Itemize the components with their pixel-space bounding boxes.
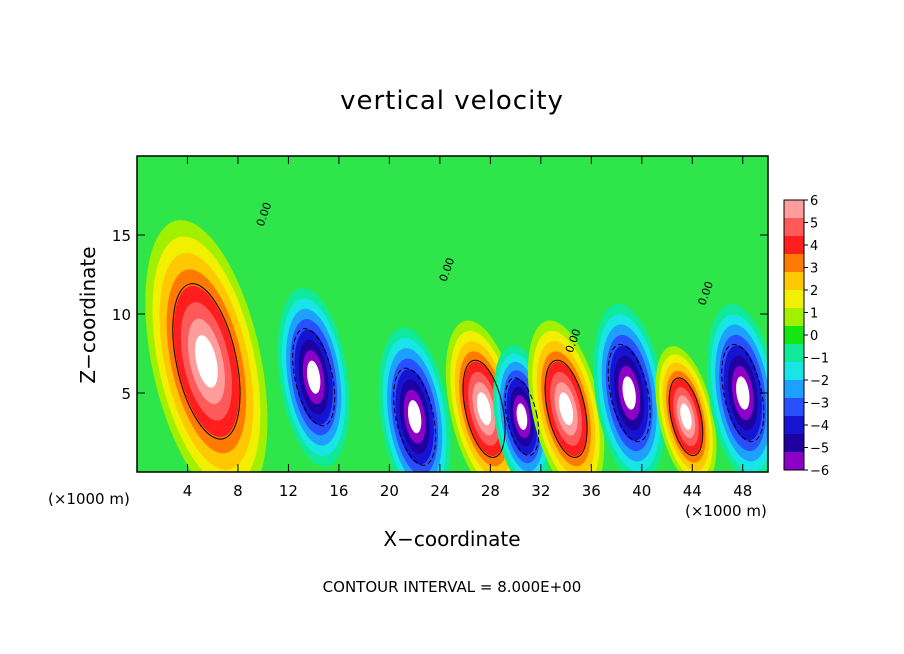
colorbar-tick-label-1: 5 <box>810 217 818 232</box>
velocity-field <box>145 220 768 472</box>
x-tick-label-5: 24 <box>430 482 449 500</box>
cell-8-level-7 <box>736 376 750 410</box>
colorbar-swatch-13 <box>784 434 804 453</box>
colorbar-swatch-3 <box>784 254 804 273</box>
cell-1-level-7 <box>306 360 321 394</box>
x-tick-label-10: 44 <box>683 482 702 500</box>
colorbar-swatch-14 <box>784 452 804 471</box>
colorbar-tick-label-10: −4 <box>810 419 829 434</box>
colorbar-tick-label-5: 1 <box>810 307 818 322</box>
x-tick-label-11: 48 <box>733 482 752 500</box>
x-tick-label-7: 32 <box>531 482 550 500</box>
cell-7-level-7 <box>680 403 692 430</box>
contour-8 <box>721 343 765 443</box>
colorbar-swatch-1 <box>784 218 804 237</box>
contour-7 <box>668 377 704 457</box>
x-tick-label-2: 12 <box>279 482 298 500</box>
y-tick-label-1: 10 <box>112 306 131 324</box>
x-tick-label-8: 36 <box>582 482 601 500</box>
colorbar-tick-label-2: 4 <box>810 239 818 254</box>
x-tick-label-1: 8 <box>233 482 243 500</box>
updraft-cell-7 <box>655 346 717 472</box>
colorbar-swatch-8 <box>784 344 804 363</box>
contour-5 <box>544 359 588 458</box>
colorbar-tick-label-12: −6 <box>810 464 829 479</box>
cell-0-level-7 <box>195 335 218 388</box>
updraft-cell-8 <box>706 303 768 472</box>
colorbar-tick-label-4: 2 <box>810 284 818 299</box>
y-tick-label-2: 15 <box>112 227 131 245</box>
colorbar-swatch-11 <box>784 398 804 417</box>
colorbar-swatch-9 <box>784 362 804 381</box>
colorbar-tick-label-9: −3 <box>810 397 829 412</box>
cell-3-level-7 <box>476 392 492 426</box>
y-tick-label-0: 5 <box>121 385 131 403</box>
contour-6 <box>607 343 651 443</box>
x-tick-label-6: 28 <box>481 482 500 500</box>
cell-4-level-7 <box>516 403 528 430</box>
colorbar-swatch-7 <box>784 326 804 345</box>
cell-5-level-7 <box>558 392 574 426</box>
updraft-cell-2 <box>378 327 451 472</box>
updraft-cell-5 <box>527 320 605 472</box>
colorbar-swatch-2 <box>784 236 804 255</box>
x-tick-label-3: 16 <box>329 482 348 500</box>
x-unit-label: (×1000 m) <box>685 502 767 520</box>
colorbar-tick-label-6: 0 <box>810 329 818 344</box>
z-unit-label: (×1000 m) <box>48 490 130 508</box>
contour-2 <box>393 367 437 466</box>
colorbar-tick-label-7: −1 <box>810 352 829 367</box>
x-axis: 4 8 12 16 20 24 28 32 36 40 44 48 <box>183 156 752 500</box>
contour-3 <box>462 359 506 458</box>
contour-0 <box>172 283 241 440</box>
colorbar-tick-label-0: 6 <box>810 194 818 209</box>
y-axis: 5 10 15 <box>112 227 768 403</box>
colorbar-swatch-6 <box>784 308 804 327</box>
colorbar-tick-label-8: −2 <box>810 374 829 389</box>
updraft-cell-6 <box>593 303 666 472</box>
y-axis-label: Z−coordinate <box>76 246 100 384</box>
colorbar: 6 5 4 3 2 1 0 −1 −2 −3 −4 −5 −6 <box>783 194 829 479</box>
colorbar-tick-label-11: −5 <box>810 442 829 457</box>
x-axis-label: X−coordinate <box>383 527 521 551</box>
colorbar-swatch-5 <box>784 290 804 309</box>
x-tick-label-4: 20 <box>380 482 399 500</box>
colorbar-swatch-0 <box>784 200 804 219</box>
chart-title: vertical velocity <box>340 86 564 116</box>
colorbar-swatch-10 <box>784 380 804 399</box>
contour-4 <box>504 377 540 457</box>
contour-interval-note: CONTOUR INTERVAL = 8.000E+00 <box>322 578 582 596</box>
cell-2-level-7 <box>407 400 422 434</box>
x-tick-label-0: 4 <box>183 482 193 500</box>
contour-1 <box>292 328 336 427</box>
colorbar-swatch-12 <box>784 416 804 435</box>
updraft-cell-0 <box>145 220 268 472</box>
colorbar-swatch-4 <box>784 272 804 291</box>
cell-6-level-7 <box>622 376 636 410</box>
colorbar-tick-label-3: 3 <box>810 262 818 277</box>
updraft-cell-1 <box>277 287 350 467</box>
x-tick-label-9: 40 <box>632 482 651 500</box>
